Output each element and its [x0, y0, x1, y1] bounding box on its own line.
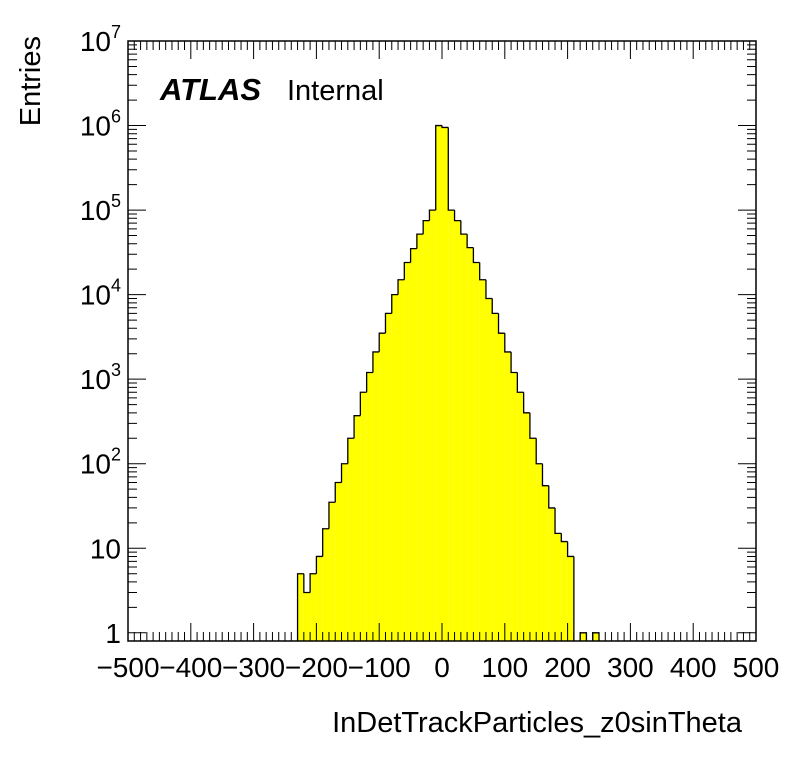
histogram-bar: [473, 262, 480, 641]
histogram-bar: [398, 279, 405, 641]
x-tick-label: 0: [434, 652, 450, 683]
histogram-bar: [567, 556, 574, 641]
histogram-bar: [429, 210, 436, 641]
y-tick-label: 105: [80, 191, 121, 226]
atlas-status-label: Internal: [287, 75, 384, 107]
histogram-bar: [592, 632, 599, 641]
histogram-bar: [504, 351, 512, 641]
histogram-bar: [385, 313, 392, 641]
y-tick-label: 107: [80, 22, 121, 57]
histogram-bar: [492, 313, 499, 641]
x-tick-label: −400: [159, 652, 222, 683]
histogram-bar: [548, 507, 556, 641]
y-tick-label: 106: [80, 107, 121, 142]
histogram-bar: [460, 234, 468, 641]
histogram-bar: [536, 463, 543, 641]
histogram-bar: [303, 592, 311, 641]
histogram-bar: [297, 573, 304, 641]
y-tick-label: 104: [80, 276, 121, 311]
histogram-bar: [347, 438, 355, 641]
histogram-bar: [335, 482, 342, 641]
x-tick-label: −200: [285, 652, 348, 683]
histogram-bar: [328, 502, 336, 641]
histogram-bar: [580, 632, 587, 641]
tick-marks: [127, 40, 757, 641]
histogram-bar: [454, 220, 461, 642]
axis-ticks: [127, 40, 757, 641]
histogram-bar: [379, 333, 386, 641]
histogram-bars: [296, 124, 600, 642]
x-tick-label: 300: [607, 652, 654, 683]
histogram-bar: [354, 415, 361, 641]
x-axis-label: InDetTrackParticles_z0sinTheta: [332, 707, 743, 739]
histogram-bar: [511, 372, 518, 641]
y-tick-label: 1: [105, 618, 121, 649]
histogram-outline: [296, 124, 600, 641]
histogram-bar: [523, 412, 530, 641]
x-tick-label: −500: [96, 652, 159, 683]
histogram-bar: [555, 533, 562, 641]
y-tick-labels: 1 10 102 103 104 105 106 107: [80, 22, 121, 649]
histogram-bar: [517, 392, 524, 641]
histogram-bar: [404, 262, 411, 641]
y-tick-label: 10: [90, 533, 121, 564]
histogram-bar: [498, 333, 505, 641]
y-axis-label: Entries: [15, 36, 47, 126]
histogram-bar: [372, 351, 380, 641]
atlas-label: ATLAS: [159, 72, 261, 107]
x-tick-label: 200: [544, 652, 591, 683]
histogram-bar: [410, 248, 417, 641]
histogram-bar: [341, 463, 348, 641]
x-tick-label: −100: [348, 652, 411, 683]
histogram-bar: [366, 372, 373, 641]
x-tick-labels: −500 −400 −300 −200 −100 0 100 200 300 400 500: [96, 652, 779, 683]
histogram-bar: [479, 279, 486, 641]
histogram-bar: [322, 528, 329, 641]
histogram-bar: [467, 247, 474, 642]
histogram-bar: [316, 556, 323, 641]
histogram-bar: [561, 541, 568, 641]
x-tick-label: 500: [733, 652, 780, 683]
x-tick-label: −300: [222, 652, 285, 683]
histogram-bar: [448, 210, 455, 641]
histogram-bar: [310, 573, 317, 641]
histogram-bar: [529, 438, 537, 641]
histogram-bar: [435, 125, 442, 642]
histogram-bar: [423, 220, 430, 642]
histogram-bar: [542, 485, 549, 641]
histogram-bar: [360, 392, 367, 641]
histogram-bar: [442, 127, 449, 641]
x-tick-label: 100: [481, 652, 528, 683]
y-tick-label: 102: [80, 445, 121, 480]
x-tick-label: 400: [670, 652, 717, 683]
histogram-bar: [485, 298, 493, 641]
histogram-bar: [391, 294, 399, 641]
histogram-bar: [416, 234, 424, 641]
y-tick-label: 103: [80, 360, 121, 395]
